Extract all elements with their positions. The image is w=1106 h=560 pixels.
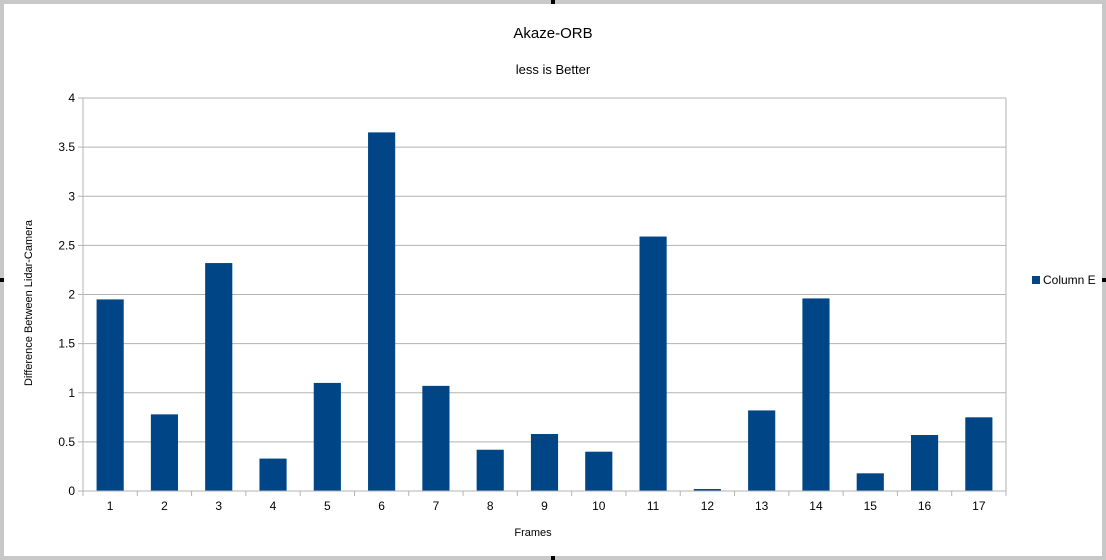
bar (639, 236, 667, 491)
x-tick-label: 15 (864, 499, 878, 513)
bar (856, 473, 884, 491)
bar (422, 385, 450, 491)
x-tick-label: 1 (107, 499, 114, 513)
x-tick-label: 11 (647, 499, 660, 513)
x-tick-label: 6 (378, 499, 385, 513)
bar (693, 489, 721, 491)
x-tick-label: 17 (972, 499, 986, 513)
selection-handle (551, 556, 555, 560)
bar (259, 458, 287, 491)
x-tick-label: 2 (161, 499, 168, 513)
bar (910, 434, 939, 491)
bar (368, 132, 396, 491)
y-tick-label: 2.5 (58, 238, 75, 252)
legend-swatch (1032, 276, 1040, 284)
tick-labels: 00.511.522.533.541 2 3 4 5 6 7 8 9 10 11 12 13 14 15 16… (58, 91, 986, 513)
selection-handle (0, 278, 4, 282)
bar (965, 417, 993, 491)
x-tick-label: 14 (809, 499, 823, 513)
x-axis-label: Frames (514, 527, 552, 539)
bar (150, 414, 179, 491)
legend-label: Column E (1043, 273, 1096, 287)
selection-handle (551, 0, 555, 4)
axes (78, 97, 1007, 496)
y-tick-label: 0.5 (58, 435, 75, 449)
x-tick-label: 12 (701, 499, 715, 513)
y-tick-label: 4 (68, 91, 75, 105)
bar (585, 451, 613, 491)
x-tick-label: 5 (324, 499, 331, 513)
bar (205, 263, 233, 491)
bar (96, 299, 124, 491)
chart-subtitle: less is Better (516, 62, 591, 77)
x-tick-label: 9 (541, 499, 548, 513)
x-tick-label: 7 (433, 499, 440, 513)
y-tick-label: 3 (68, 189, 75, 203)
chart-title: Akaze-ORB (513, 25, 592, 42)
bar (802, 298, 830, 491)
legend: Column E (1032, 273, 1096, 287)
y-tick-label: 1.5 (58, 337, 75, 351)
bars (96, 132, 993, 491)
selection-handle (1102, 278, 1106, 282)
y-tick-label: 3.5 (58, 140, 75, 154)
bar (748, 410, 776, 491)
y-tick-label: 1 (68, 386, 75, 400)
x-tick-label: 4 (270, 499, 277, 513)
x-tick-label: 16 (918, 499, 932, 513)
bar (530, 434, 559, 491)
bar (313, 382, 341, 491)
x-tick-label: 13 (755, 499, 769, 513)
x-tick-label: 10 (592, 499, 606, 513)
y-axis-label: Difference Between Lidar-Camera (23, 219, 35, 386)
x-tick-label: 8 (487, 499, 494, 513)
bar (476, 449, 504, 491)
x-tick-label: 3 (215, 499, 222, 513)
y-tick-label: 0 (68, 484, 75, 498)
y-tick-label: 2 (68, 288, 75, 302)
